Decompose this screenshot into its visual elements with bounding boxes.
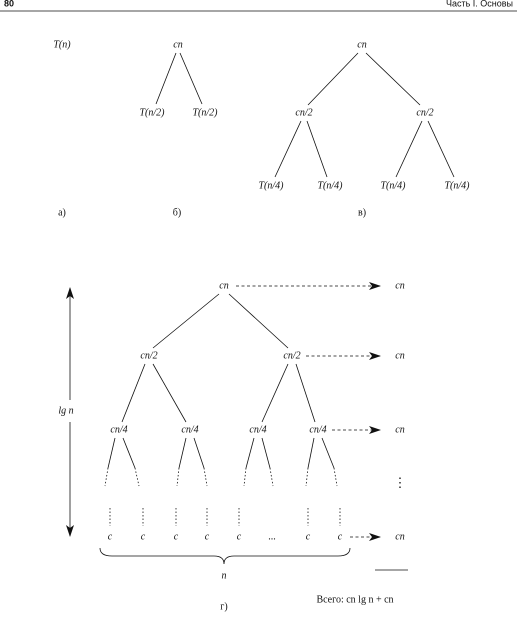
node: T(n/4) [259,180,285,191]
leaf: c [237,531,242,542]
caption: б) [173,207,181,218]
node: cn/4 [249,424,266,435]
page-number: 80 [4,0,14,8]
leaf: c [338,531,343,542]
leaf: c [108,531,113,542]
node: cn/4 [110,424,127,435]
leaf: ... [268,531,276,542]
tree-edges [274,52,455,178]
node: T(n/2) [193,107,219,118]
node: T(n/2) [140,107,166,118]
node: T(n/4) [318,180,344,191]
caption: г) [220,601,227,612]
leaf: c [141,531,146,542]
level-cost: cn [395,350,404,361]
leaf: c [174,531,179,542]
tree-edges [155,52,203,105]
node: T(n) [53,39,71,50]
node: cn [173,39,182,50]
caption: а) [58,207,66,218]
tree-edges [104,293,341,526]
vertical-ellipsis: ⋮ [394,475,407,490]
node: cn/2 [416,107,433,118]
cost-arrows [66,282,408,571]
total: Всего: cn lg n + cn [316,594,393,605]
level-cost: cn [395,531,404,542]
level-cost: cn [395,424,404,435]
caption: в) [358,207,366,218]
leaf: c [205,531,210,542]
width-label: n [222,570,227,581]
node: cn [357,39,366,50]
node: cn/2 [140,350,157,361]
node: cn/4 [309,424,326,435]
node: cn/2 [283,350,300,361]
running-title: Часть I. Основы [446,0,513,8]
node: T(n/4) [445,180,471,191]
node: cn/4 [181,424,198,435]
height-label: lg n [58,405,73,416]
node: cn [219,280,228,291]
node: T(n/4) [381,180,407,191]
level-cost: cn [395,280,404,291]
leaf: c [306,531,311,542]
node: cn/2 [295,107,312,118]
